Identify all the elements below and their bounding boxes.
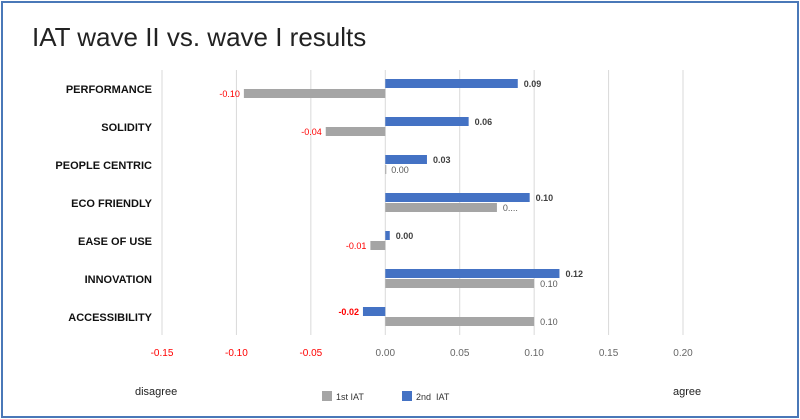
category-label: ACCESSIBILITY <box>68 312 152 324</box>
data-label-1st-iat: 0.00 <box>391 165 409 175</box>
x-tick-label: -0.10 <box>225 348 248 359</box>
data-label-1st-iat: -0.10 <box>219 89 240 99</box>
x-tick-label: 0.00 <box>376 348 396 359</box>
data-label-1st-iat: 0.... <box>503 203 518 213</box>
category-label: SOLIDITY <box>101 122 152 134</box>
data-label-1st-iat: -0.01 <box>346 241 367 251</box>
legend-label-2nd: 2nd IAT <box>416 392 450 402</box>
bar-1st-iat <box>243 89 386 98</box>
agree-label: agree <box>673 386 701 398</box>
bar-1st-iat <box>385 203 497 212</box>
x-tick-label: -0.15 <box>151 348 174 359</box>
legend-swatch-1st <box>322 391 332 401</box>
legend: 1st IAT 2nd IAT <box>322 391 450 402</box>
bar-1st-iat <box>385 165 387 174</box>
bar-1st-iat <box>370 241 386 250</box>
data-label-1st-iat: -0.04 <box>301 127 322 137</box>
data-label-1st-iat: 0.10 <box>540 279 558 289</box>
bar-2nd-iat <box>385 155 427 164</box>
x-tick-label: 0.15 <box>599 348 619 359</box>
data-label-2nd-iat: 0.09 <box>524 79 542 89</box>
category-label: PEOPLE CENTRIC <box>55 160 152 172</box>
bar-2nd-iat <box>385 79 518 88</box>
data-label-2nd-iat: -0.02 <box>338 307 359 317</box>
legend-label-1st: 1st IAT <box>336 392 364 402</box>
disagree-label: disagree <box>135 386 177 398</box>
chart-title: IAT wave II vs. wave I results <box>32 22 366 52</box>
bar-1st-iat <box>385 317 535 326</box>
x-tick-label: 0.05 <box>450 348 470 359</box>
x-tick-label: 0.10 <box>524 348 544 359</box>
bar-2nd-iat <box>385 193 530 202</box>
bar-2nd-iat <box>385 231 390 240</box>
bar-1st-iat <box>385 279 535 288</box>
data-label-2nd-iat: 0.03 <box>433 155 451 165</box>
category-label: ECO FRIENDLY <box>71 198 153 210</box>
legend-swatch-2nd <box>402 391 412 401</box>
data-label-2nd-iat: 0.12 <box>565 269 583 279</box>
data-label-2nd-iat: 0.06 <box>475 117 493 127</box>
x-tick-label: -0.05 <box>299 348 322 359</box>
bar-2nd-iat <box>362 307 386 316</box>
bar-1st-iat <box>325 127 386 136</box>
data-label-2nd-iat: 0.00 <box>396 231 414 241</box>
x-tick-label: 0.20 <box>673 348 693 359</box>
bar-2nd-iat <box>385 117 469 126</box>
category-label: INNOVATION <box>85 274 152 286</box>
category-label: EASE OF USE <box>78 236 152 248</box>
data-label-1st-iat: 0.10 <box>540 317 558 327</box>
category-label: PERFORMANCE <box>66 84 152 96</box>
data-label-2nd-iat: 0.10 <box>536 193 554 203</box>
bar-2nd-iat <box>385 269 560 278</box>
